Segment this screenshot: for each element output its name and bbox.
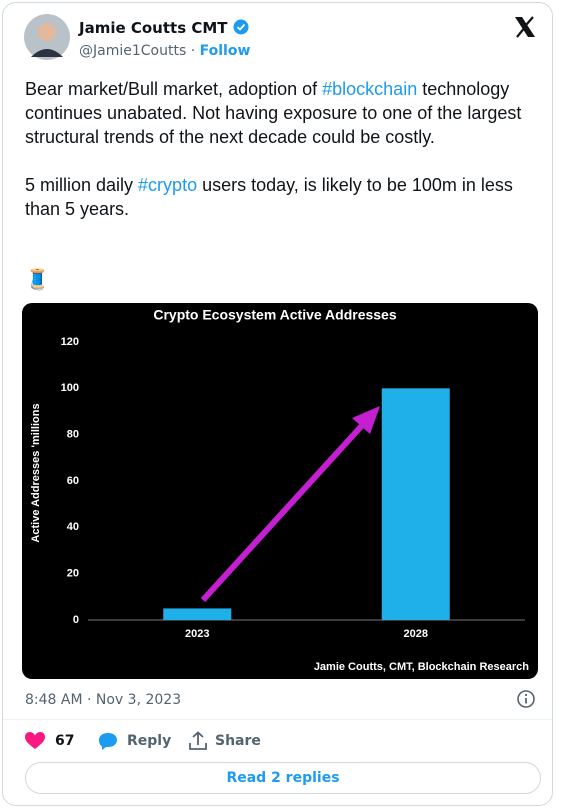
y-tick-label: 40 <box>67 521 79 533</box>
chart-background <box>22 303 538 679</box>
avatar[interactable] <box>23 13 71 61</box>
bar <box>163 608 232 620</box>
text: 5 million daily <box>25 175 139 195</box>
hashtag[interactable]: #crypto <box>138 175 198 195</box>
bar <box>381 388 450 620</box>
author[interactable]: Jamie Coutts CMT <box>79 19 228 37</box>
separator: · <box>190 43 196 59</box>
text: technology continues unabated. Not havin… <box>25 79 522 147</box>
like-count[interactable]: 67 <box>55 733 75 749</box>
handle[interactable]: @Jamie1Coutts <box>79 43 187 59</box>
text: users today, is likely to be 100m in les… <box>25 175 513 219</box>
y-tick-label: 120 <box>61 336 79 348</box>
text: Bear market/Bull market, adoption of <box>25 79 323 99</box>
timestamp[interactable]: 8:48 AM · Nov 3, 2023 <box>25 692 182 708</box>
x-tick-label: 2028 <box>404 628 428 640</box>
trend-arrow <box>200 417 370 603</box>
read-replies-button[interactable]: Read 2 replies <box>25 762 541 794</box>
paragraph: Bear market/Bull market, adoption of #bl… <box>25 77 545 149</box>
y-tick-label: 0 <box>73 614 79 626</box>
divider <box>3 719 552 720</box>
y-tick-label: 100 <box>61 382 79 394</box>
chart-credit: Jamie Coutts, CMT, Blockchain Research <box>314 661 529 673</box>
chart-title: Crypto Ecosystem Active Addresses <box>153 307 396 323</box>
y-axis-label: Active Addresses 'millions <box>30 403 42 542</box>
x-logo[interactable] <box>513 15 537 39</box>
tweet-text: Bear market/Bull market, adoption of #bl… <box>25 77 545 245</box>
x-tick-label: 2023 <box>185 628 209 640</box>
hashtag[interactable]: #blockchain <box>322 79 418 99</box>
author-name[interactable]: Jamie Coutts CMT <box>79 19 249 37</box>
like-icon[interactable] <box>24 731 46 751</box>
chart-image: Crypto Ecosystem Active Addresses Active… <box>22 303 538 679</box>
reply-icon[interactable] <box>97 731 119 751</box>
trend-arrowhead <box>352 406 380 434</box>
verified-badge <box>233 19 249 35</box>
tweet-card: Jamie Coutts CMT @Jamie1Coutts · Follow … <box>2 2 553 806</box>
y-tick-label: 80 <box>67 429 79 441</box>
reply-button[interactable]: Reply <box>127 733 172 749</box>
emoji: 🧵 <box>25 267 50 291</box>
y-tick-label: 20 <box>67 568 79 580</box>
follow-button[interactable]: Follow <box>199 43 251 59</box>
share-icon[interactable] <box>187 731 209 751</box>
handle-row: @Jamie1Coutts · Follow <box>79 43 250 59</box>
share-button[interactable]: Share <box>215 733 261 749</box>
y-tick-label: 60 <box>67 475 79 487</box>
info-icon[interactable] <box>516 689 536 709</box>
paragraph: 5 million daily #crypto users today, is … <box>25 173 545 221</box>
